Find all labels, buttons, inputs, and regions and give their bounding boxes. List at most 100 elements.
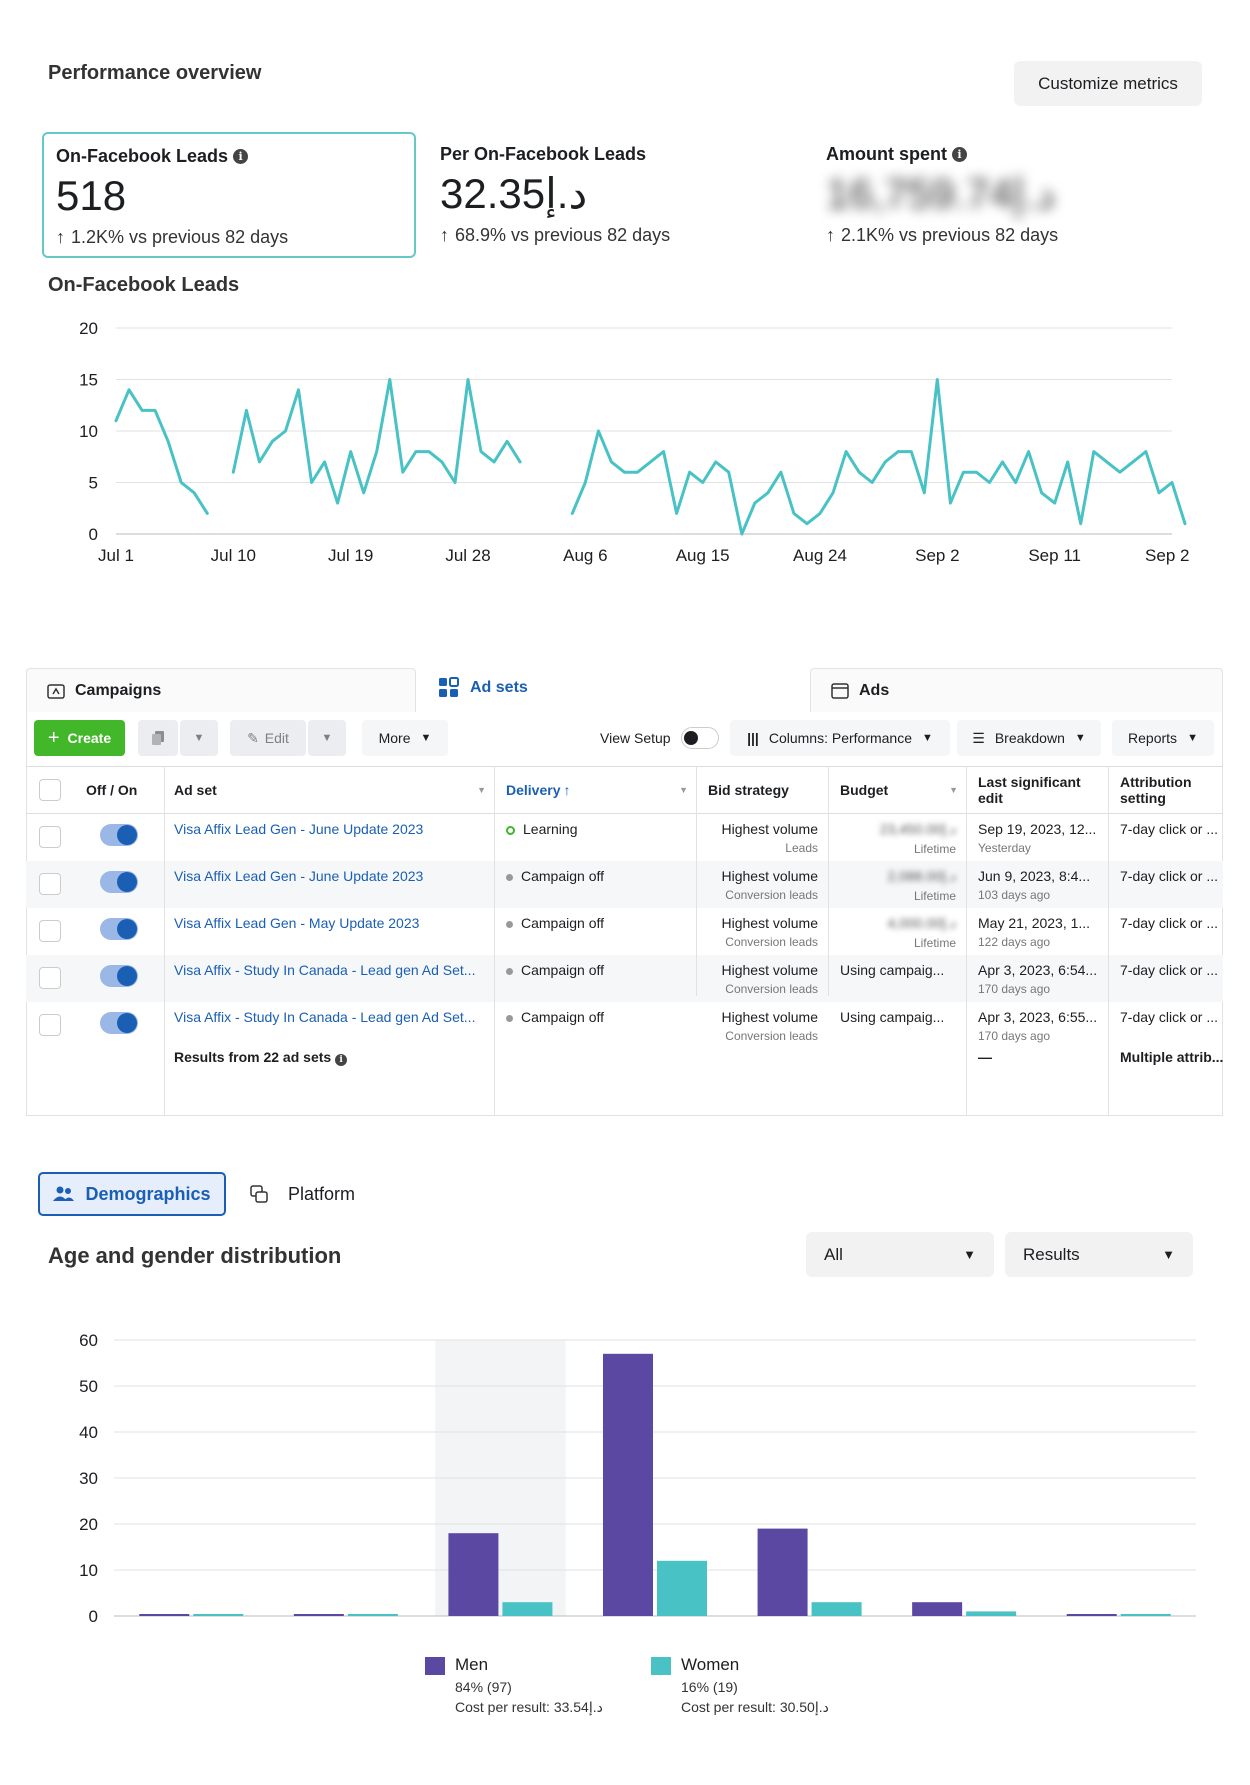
bid-strategy-cell: Highest volume Conversion leads (698, 1002, 828, 1049)
filter-results-select[interactable]: Results ▼ (1005, 1232, 1193, 1277)
ad-set-name-cell: Visa Affix Lead Gen - June Update 2023 (164, 814, 494, 861)
tab-ad-sets[interactable]: Ad sets (418, 666, 808, 710)
info-icon[interactable]: i (233, 149, 249, 164)
table-row[interactable]: Visa Affix - Study In Canada - Lead gen … (26, 955, 1223, 1002)
ad-set-toggle[interactable] (100, 965, 138, 987)
platform-icon (250, 1185, 268, 1203)
header-label: Ad set (174, 782, 217, 798)
customize-metrics-button[interactable]: Customize metrics (1014, 61, 1202, 106)
ad-set-toggle[interactable] (100, 871, 138, 893)
delivery-status: Campaign off (521, 915, 605, 931)
header-label: edit (978, 790, 1003, 806)
tab-label: Ads (859, 681, 890, 699)
metric-label-per-lead: Per On-Facebook Leads (440, 144, 786, 165)
tab-campaigns[interactable]: Campaigns (26, 668, 416, 712)
table-row[interactable]: Visa Affix - Study In Canada - Lead gen … (26, 1002, 1223, 1049)
ad-set-name-cell: Visa Affix - Study In Canada - Lead gen … (164, 1002, 494, 1049)
metric-card-leads[interactable]: On-Facebook Leads i 518 ↑ 1.2K% vs previ… (42, 132, 416, 258)
y-tick-label: 5 (89, 474, 98, 493)
x-tick-label: 45-54 (788, 1627, 831, 1630)
info-icon[interactable]: i (335, 1054, 348, 1066)
last-edit-cell: Apr 3, 2023, 6:54... 170 days ago (968, 955, 1108, 1002)
row-checkbox[interactable] (39, 1014, 61, 1036)
ad-set-toggle[interactable] (100, 824, 138, 846)
last-edit-date: Sep 19, 2023, 12... (978, 821, 1097, 837)
select-value: Results (1023, 1244, 1080, 1264)
header-bid-strategy[interactable]: Bid strategy (708, 782, 789, 798)
edit-button[interactable]: ✎ Edit (230, 720, 306, 756)
breakdown-button[interactable]: ☰ Breakdown ▼ (957, 720, 1101, 756)
caret-down-icon: ▼ (193, 732, 205, 744)
view-setup-toggle[interactable]: View Setup (600, 720, 719, 756)
metric-card-per-lead[interactable]: Per On-Facebook Leads 32.35د.إ ↑ 68.9% v… (428, 132, 798, 258)
header-delivery[interactable]: Delivery ↑ ▼ (496, 767, 696, 813)
x-tick-label: 18-24 (324, 1627, 367, 1630)
y-tick-label: 20 (79, 1515, 98, 1534)
edit-dropdown-button[interactable]: ▼ (308, 720, 346, 756)
duplicate-button[interactable] (138, 720, 178, 756)
legend-share: 84% (97) (455, 1679, 512, 1695)
bid-strategy-cell: Highest volume Conversion leads (698, 861, 828, 908)
caret-down-icon: ▼ (321, 732, 333, 744)
age-gender-title: Age and gender distribution (48, 1243, 342, 1268)
tab-ads[interactable]: Ads (810, 668, 1223, 712)
row-checkbox[interactable] (39, 826, 61, 848)
row-checkbox[interactable] (39, 920, 61, 942)
x-tick-label: 65+ (1104, 1627, 1133, 1630)
ad-set-link[interactable]: Visa Affix - Study In Canada - Lead gen … (174, 1009, 476, 1025)
tab-demographics[interactable]: Demographics (38, 1172, 226, 1216)
filter-all-select[interactable]: All ▼ (806, 1232, 994, 1277)
legend-name: Women (681, 1655, 740, 1674)
bar-men (757, 1528, 808, 1616)
ad-set-toggle[interactable] (100, 918, 138, 940)
bar-women (966, 1611, 1017, 1616)
leads-chart-title: On-Facebook Leads (48, 274, 240, 296)
header-budget[interactable]: Budget ▼ (830, 767, 966, 813)
duplicate-dropdown-button[interactable]: ▼ (180, 720, 218, 756)
info-icon[interactable]: i (952, 147, 967, 162)
columns-button[interactable]: ||| Columns: Performance ▼ (730, 720, 950, 756)
metric-card-amount-spent[interactable]: Amount spent i 16,759.74د.إ ↑ 2.1K% vs p… (814, 132, 1184, 258)
header-last-edit[interactable]: Last significant edit (968, 767, 1108, 813)
column-divider (164, 766, 165, 1116)
bid-strategy: Highest volume (721, 868, 819, 884)
y-tick-label: 0 (89, 525, 98, 544)
ad-set-link[interactable]: Visa Affix Lead Gen - June Update 2023 (174, 821, 424, 837)
table-row[interactable]: Visa Affix Lead Gen - June Update 2023 Ca… (26, 861, 1223, 908)
arrow-up-icon: ↑ (440, 225, 449, 245)
more-button[interactable]: More ▼ (362, 720, 448, 756)
column-divider (828, 766, 829, 996)
tab-platform[interactable]: Platform (250, 1172, 355, 1216)
ad-set-link[interactable]: Visa Affix Lead Gen - June Update 2023 (174, 868, 424, 884)
metric-change-text: 68.9% vs previous 82 days (455, 225, 671, 245)
x-tick-label: Aug 6 (563, 546, 607, 565)
header-attribution[interactable]: Attribution setting (1110, 767, 1223, 813)
reports-button[interactable]: Reports ▼ (1112, 720, 1214, 756)
more-label: More (378, 730, 411, 746)
results-label: Results from 22 ad sets i (164, 1042, 494, 1072)
budget-cell: 23,450.00د.إ Lifetime (830, 814, 966, 861)
x-tick-label: 35-44 (633, 1627, 676, 1630)
delivery-status: Campaign off (521, 962, 605, 978)
header-off-on[interactable]: Off / On (86, 782, 138, 798)
column-divider (966, 766, 967, 1116)
view-setup-switch[interactable] (680, 727, 719, 749)
attribution-cell: 7-day click or ... (1110, 955, 1223, 1002)
create-button[interactable]: + Create (34, 720, 125, 756)
y-tick-label: 30 (79, 1469, 98, 1488)
header-ad-set[interactable]: Ad set ▼ (164, 767, 494, 813)
ad-set-link[interactable]: Visa Affix Lead Gen - May Update 2023 (174, 915, 420, 931)
table-row[interactable]: Visa Affix Lead Gen - May Update 2023 Cam… (26, 908, 1223, 955)
table-row[interactable]: Visa Affix Lead Gen - June Update 2023 Le… (26, 814, 1223, 861)
row-checkbox[interactable] (39, 873, 61, 895)
attribution-setting: 7-day click or ... (1120, 962, 1219, 978)
ad-set-link[interactable]: Visa Affix - Study In Canada - Lead gen … (174, 962, 476, 978)
metric-change-leads: ↑ 1.2K% vs previous 82 days (56, 227, 402, 248)
ad-set-toggle[interactable] (100, 1012, 138, 1034)
last-edit-date: Apr 3, 2023, 6:55... (978, 1009, 1098, 1025)
column-divider (1108, 766, 1109, 1116)
metric-label-text: On-Facebook Leads (56, 146, 229, 166)
row-checkbox[interactable] (39, 967, 61, 989)
select-all-checkbox[interactable] (39, 779, 61, 801)
legend-cost: Cost per result: 33.54د.إ (455, 1699, 603, 1715)
